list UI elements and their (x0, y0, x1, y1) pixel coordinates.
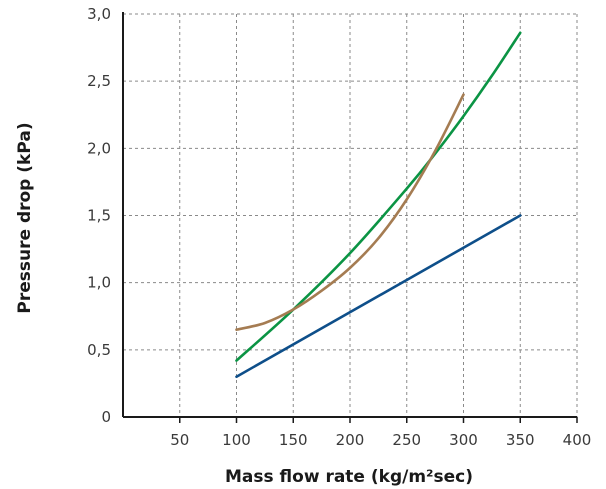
x-tick-label: 100 (222, 431, 251, 449)
y-tick-labels: 0 0,5 1,0 1,5 2,0 2,5 3,0 (87, 5, 111, 426)
x-tick-labels: 50 100 150 200 250 300 350 400 (170, 431, 591, 449)
x-axis-title: Mass flow rate (kg/m²sec) (225, 467, 473, 487)
y-tick-label: 1,5 (87, 207, 111, 225)
y-tick-label: 3,0 (87, 5, 111, 23)
axes (122, 12, 578, 423)
y-tick-label: 0 (101, 408, 111, 426)
grid (123, 13, 578, 417)
x-tick-label: 300 (449, 431, 478, 449)
y-tick-label: 1,0 (87, 274, 111, 292)
y-tick-label: 0,5 (87, 341, 111, 359)
series-line-3 (235, 93, 465, 331)
y-axis-title: Pressure drop (kPa) (15, 122, 35, 313)
x-tick-label: 200 (336, 431, 365, 449)
x-tick-label: 400 (563, 431, 592, 449)
series-line-1 (235, 214, 522, 378)
series-lines (235, 31, 522, 378)
x-tick-label: 350 (506, 431, 535, 449)
y-tick-label: 2,0 (87, 139, 111, 157)
x-tick-label: 50 (170, 431, 189, 449)
series-line-2 (235, 31, 522, 362)
x-tick-label: 150 (279, 431, 308, 449)
y-tick-label: 2,5 (87, 72, 111, 90)
x-tick-label: 250 (392, 431, 421, 449)
